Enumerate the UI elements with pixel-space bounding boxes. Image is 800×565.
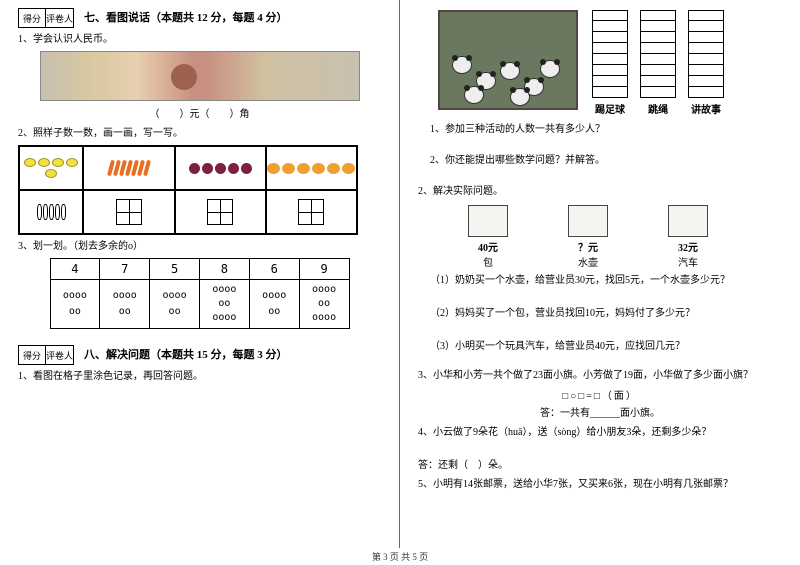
q8-1: 1、看图在格子里涂色记录，再回答问题。 xyxy=(18,369,381,384)
tl0: 踢足球 xyxy=(595,101,625,116)
reviewer-cell: 评卷人 xyxy=(46,8,74,28)
name0: 包 xyxy=(468,254,508,269)
c4: oooooo xyxy=(249,280,299,329)
r-p1: （1）奶奶买一个水壶，给营业员30元，找回5元，一个水壶多少元？ xyxy=(430,273,782,288)
cell-tally xyxy=(19,190,83,234)
right-column: 踢足球 跳绳 讲故事 1、参加三种活动的人数一共有多少人？ 2、你还能提出哪些数… xyxy=(400,0,800,548)
car-icon xyxy=(668,205,708,237)
cell-carrots xyxy=(83,146,174,190)
reviewer-cell-8: 评卷人 xyxy=(46,345,74,365)
cell-grid1 xyxy=(83,190,174,234)
cell-beets xyxy=(175,146,266,190)
money-image xyxy=(40,51,360,101)
tl1: 跳绳 xyxy=(648,101,668,116)
score-box-7: 得分 评卷人 七、看图说话（本题共 12 分，每题 4 分） xyxy=(18,8,381,28)
cell-oranges xyxy=(266,146,357,190)
page-footer: 第 3 页 共 5 页 xyxy=(0,550,800,563)
score-box-8: 得分 评卷人 八、解决问题（本题共 15 分，每题 3 分） xyxy=(18,345,381,365)
tl2: 讲故事 xyxy=(691,101,721,116)
score-cell-8: 得分 xyxy=(18,345,46,365)
r-q5: 5、小明有14张邮票，送给小华7张，又买来6张，现在小明有几张邮票？ xyxy=(418,477,782,492)
q7-2: 2、照样子数一数，画一画，写一写。 xyxy=(18,126,381,141)
q7-3: 3、划一划。（划去多余的o） xyxy=(18,239,381,254)
item-kettle: ？元 水壶 xyxy=(568,205,608,269)
c1: oooooo xyxy=(100,280,150,329)
c3: oooooooooo xyxy=(199,280,249,329)
h0: 4 xyxy=(50,259,100,280)
cross-out-table: 4 7 5 8 6 9 oooooo oooooo oooooo ooooooo… xyxy=(50,258,350,329)
c5: oooooooooo xyxy=(299,280,349,329)
r-boxes: □○□=□（面） xyxy=(418,387,782,402)
name2: 汽车 xyxy=(668,254,708,269)
c2: oooooo xyxy=(150,280,200,329)
panda-image xyxy=(438,10,578,110)
cell-lemons xyxy=(19,146,83,190)
r-q2: 2、解决实际问题。 xyxy=(418,184,782,199)
score-cell: 得分 xyxy=(18,8,46,28)
h5: 9 xyxy=(299,259,349,280)
kettle-icon xyxy=(568,205,608,237)
section7-title: 七、看图说话（本题共 12 分，每题 4 分） xyxy=(84,8,288,28)
cell-grid2 xyxy=(175,190,266,234)
r-sub1: 1、参加三种活动的人数一共有多少人？ xyxy=(430,122,782,137)
item-car: 32元 汽车 xyxy=(668,205,708,269)
h4: 6 xyxy=(249,259,299,280)
cell-grid3 xyxy=(266,190,357,234)
h3: 8 xyxy=(199,259,249,280)
r-p2: （2）妈妈买了一个包，营业员找回10元，妈妈付了多少元？ xyxy=(430,306,782,321)
tally-col-0: 踢足球 xyxy=(592,10,628,116)
c0: oooooo xyxy=(50,280,100,329)
tally-col-1: 跳绳 xyxy=(640,10,676,116)
panda-row: 踢足球 跳绳 讲故事 xyxy=(438,10,782,116)
r-ans3: 答：一共有______面小旗。 xyxy=(418,406,782,421)
money-fill: （ ）元（ ）角 xyxy=(18,105,381,120)
r-q3: 3、小华和小芳一共个做了23面小旗。小芳做了19面，小华做了多少面小旗？ xyxy=(418,368,782,383)
item-bag: 40元 包 xyxy=(468,205,508,269)
r-p3: （3）小明买一个玩具汽车，给营业员40元，应找回几元？ xyxy=(430,339,782,354)
tally-col-2: 讲故事 xyxy=(688,10,724,116)
items-row: 40元 包 ？元 水壶 32元 汽车 xyxy=(438,205,738,269)
price1: ？元 xyxy=(568,239,608,254)
counting-table xyxy=(18,145,358,235)
h2: 5 xyxy=(150,259,200,280)
section8-title: 八、解决问题（本题共 15 分，每题 3 分） xyxy=(84,345,288,365)
r-sub2: 2、你还能提出哪些数学问题？并解答。 xyxy=(430,153,782,168)
name1: 水壶 xyxy=(568,254,608,269)
left-column: 得分 评卷人 七、看图说话（本题共 12 分，每题 4 分） 1、学会认识人民币… xyxy=(0,0,400,548)
price0: 40元 xyxy=(468,239,508,254)
r-q4: 4、小云做了9朵花（huā），送（sòng）给小朋友3朵，还剩多少朵？ xyxy=(418,425,782,440)
h1: 7 xyxy=(100,259,150,280)
tally-columns: 踢足球 跳绳 讲故事 xyxy=(592,10,724,116)
price2: 32元 xyxy=(668,239,708,254)
q7-1: 1、学会认识人民币。 xyxy=(18,32,381,47)
r-ans4: 答：还剩（ ）朵。 xyxy=(418,458,782,473)
bag-icon xyxy=(468,205,508,237)
